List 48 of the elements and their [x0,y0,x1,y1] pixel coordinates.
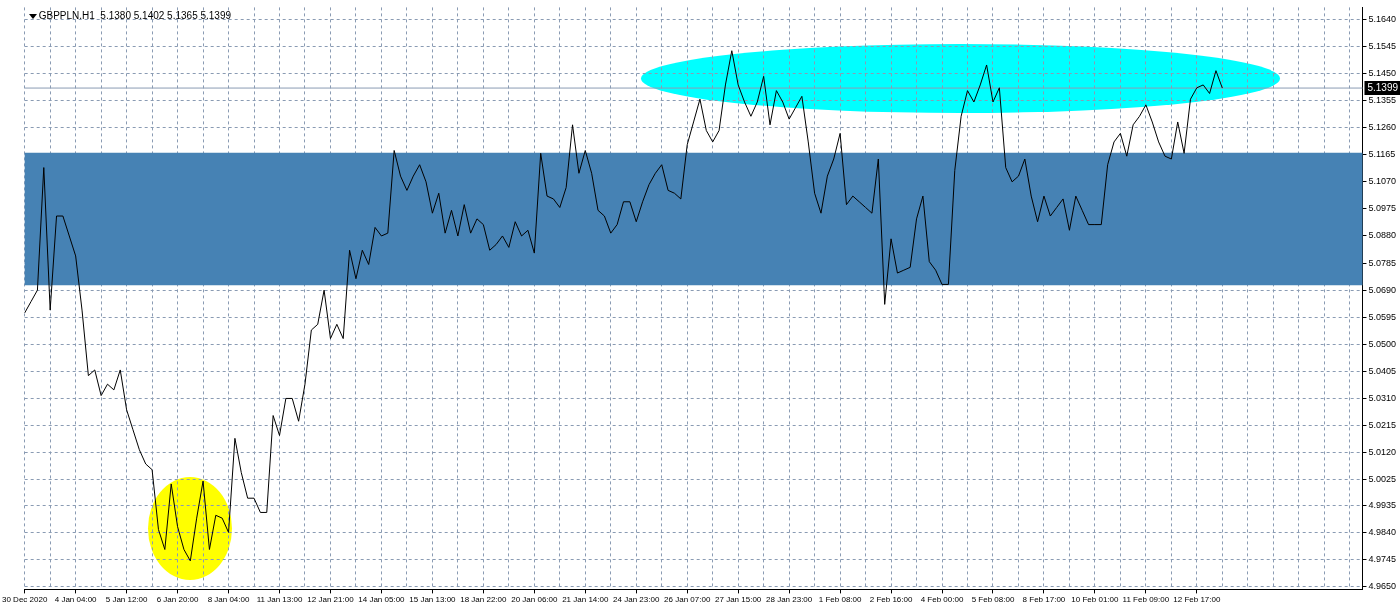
y-tick-label: 5.1355 [1368,95,1396,106]
x-tick-label: 28 Jan 23:00 [766,595,813,605]
x-tick-label: 14 Jan 05:00 [358,595,406,605]
x-tick-label: 12 Jan 21:00 [307,595,355,605]
x-tick-label: 5 Feb 08:00 [971,595,1015,605]
y-tick-label: 5.1450 [1368,68,1396,79]
y-tick-label: 5.0880 [1368,230,1396,241]
y-tick-label: 5.0215 [1368,420,1396,430]
y-tick-label: 5.0975 [1368,203,1396,214]
y-tick-label: 5.0405 [1368,365,1396,376]
y-tick-label: 4.9840 [1368,526,1396,537]
y-tick-label: 5.1070 [1368,176,1396,187]
x-tick-label: 11 Feb 09:00 [1122,595,1170,605]
x-tick-label: 11 Jan 13:00 [256,595,303,605]
y-tick-label: 5.0500 [1368,338,1396,349]
y-tick-label: 5.1640 [1368,13,1396,24]
chart-title: GBPPLN.H1 5.1380 5.1402 5.1365 5.1399 [38,10,232,22]
x-tick-label: 12 Feb 17:00 [1173,595,1221,605]
x-tick-label: 20 Jan 06:00 [511,595,558,605]
x-tick-label: 8 Feb 17:00 [1022,595,1066,605]
y-tick-label: 4.9650 [1368,581,1396,592]
x-tick-label: 4 Feb 00:00 [920,595,964,605]
x-tick-label: 1 Feb 08:00 [818,595,862,605]
x-tick-label: 26 Jan 07:00 [664,595,711,605]
x-tick-label: 2 Feb 16:00 [869,595,913,605]
x-tick-label: 30 Dec 2020 [2,595,48,605]
x-tick-label: 27 Jan 15:00 [715,595,762,605]
y-tick-label: 5.1260 [1368,122,1396,133]
y-tick-label: 5.0595 [1368,311,1396,322]
x-tick-label: 6 Jan 20:00 [156,595,200,605]
y-tick-label: 5.0690 [1368,284,1396,295]
y-tick-label: 5.1165 [1368,149,1396,160]
y-tick-label: 5.0310 [1368,392,1396,403]
ref-line-label: 5.1399 [1367,81,1399,93]
x-tick-label: 18 Jan 22:00 [460,595,508,605]
x-tick-label: 15 Jan 13:00 [409,595,457,605]
x-tick-label: 4 Jan 04:00 [54,595,98,605]
y-tick-label: 4.9935 [1368,499,1396,510]
x-tick-label: 5 Jan 12:00 [105,595,149,605]
x-tick-label: 10 Feb 01:00 [1071,595,1120,605]
x-tick-label: 8 Jan 04:00 [207,595,250,605]
x-tick-label: 21 Jan 14:00 [562,595,609,605]
y-tick-label: 4.9745 [1368,553,1396,564]
y-tick-label: 5.0785 [1368,257,1396,268]
y-tick-label: 5.1545 [1368,40,1396,51]
x-tick-label: 24 Jan 23:00 [613,595,660,605]
y-tick-label: 5.0120 [1368,447,1396,458]
y-tick-label: 5.0025 [1368,474,1396,485]
